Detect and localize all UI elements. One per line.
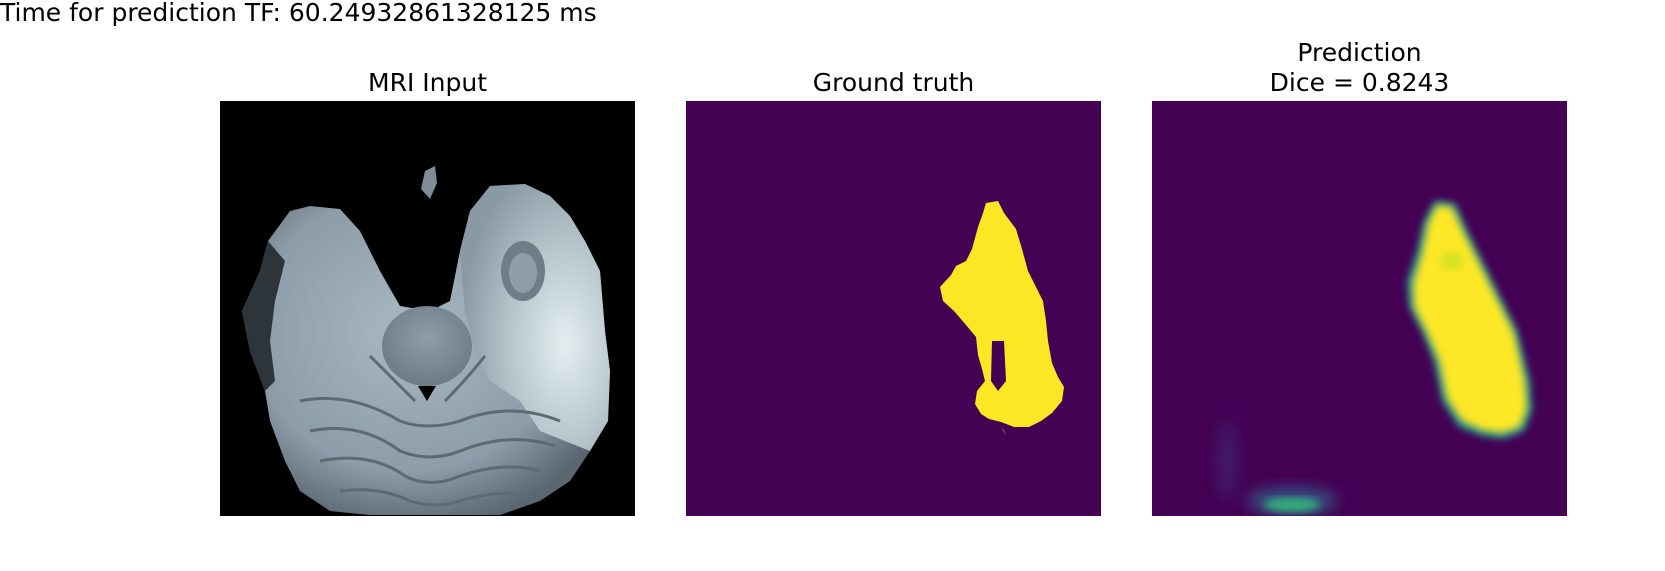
ground-truth-title: Ground truth	[686, 68, 1101, 98]
figure-suptitle: Time for prediction TF: 60.2493286132812…	[0, 0, 597, 27]
mri-brainstem	[382, 306, 472, 386]
mri-input-image	[220, 101, 635, 516]
ground-truth-mask	[940, 201, 1064, 427]
prediction-title-line-1: Prediction	[1297, 38, 1422, 67]
ground-truth-image	[686, 101, 1101, 516]
prediction-title: Prediction Dice = 0.8243	[1152, 38, 1567, 98]
prediction-title-line-2: Dice = 0.8243	[1269, 68, 1450, 97]
mri-fragment	[421, 166, 437, 199]
ground-truth-title-line: Ground truth	[812, 68, 975, 97]
mri-right-lobe	[460, 184, 610, 451]
prediction-image	[1152, 101, 1567, 516]
mri-input-title-line: MRI Input	[368, 68, 487, 97]
mri-input-title: MRI Input	[220, 68, 635, 98]
